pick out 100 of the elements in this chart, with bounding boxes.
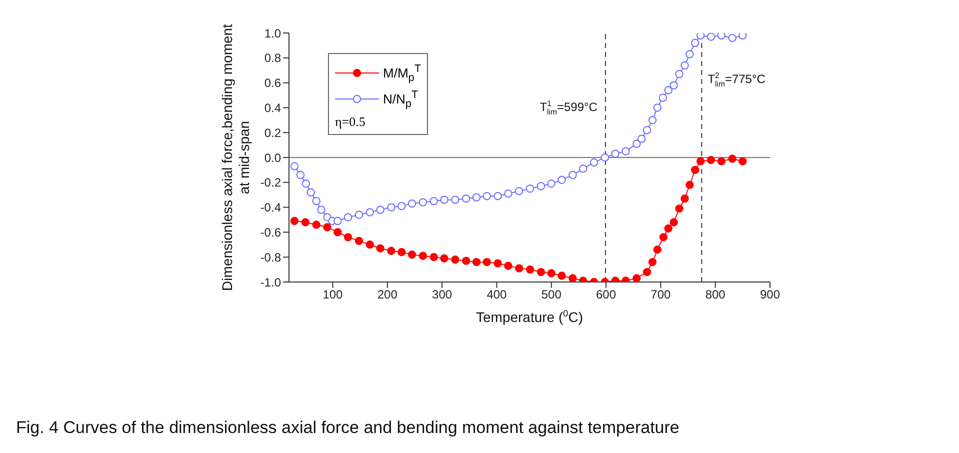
- point: [653, 104, 662, 112]
- caption: Fig. 4 Curves of the dimensionless axial force and bending moment against temperature: [16, 418, 680, 438]
- point: [515, 187, 524, 196]
- point: [296, 170, 305, 180]
- x-tick-label: 900: [760, 288, 780, 302]
- point: [696, 157, 705, 166]
- point: [462, 256, 470, 265]
- y-tick-label: 0.4: [264, 100, 282, 115]
- point: [344, 233, 352, 242]
- point: [680, 61, 689, 70]
- point: [738, 157, 747, 166]
- point: [728, 34, 736, 42]
- point: [494, 259, 502, 268]
- point: [515, 264, 524, 272]
- point: [472, 258, 481, 266]
- y-tick-label: 0.0: [264, 150, 282, 165]
- point: [430, 196, 438, 206]
- point: [558, 272, 566, 280]
- point: [306, 188, 315, 196]
- point: [547, 180, 556, 188]
- point: [451, 255, 460, 264]
- point: [600, 153, 610, 162]
- point: [440, 196, 448, 204]
- point: [680, 194, 689, 203]
- point: [312, 220, 320, 229]
- point: [290, 162, 299, 170]
- point: [504, 262, 512, 270]
- point: [302, 180, 310, 188]
- point: [408, 250, 416, 259]
- point: [648, 258, 657, 266]
- x-tick-label: 200: [377, 288, 398, 302]
- point: [659, 233, 668, 242]
- point: [472, 193, 481, 202]
- x-axis-title: Temperature ($^{0}$C): [476, 308, 583, 325]
- point: [482, 258, 491, 266]
- point: [691, 38, 700, 48]
- point: [706, 156, 716, 164]
- point: [344, 213, 352, 222]
- point: [611, 150, 620, 158]
- point: [323, 223, 332, 232]
- point: [536, 268, 546, 276]
- y-tick-label: 0.6: [264, 76, 282, 90]
- point: [451, 196, 460, 204]
- x-tick-label: 400: [486, 288, 508, 302]
- point: [568, 170, 577, 180]
- point: [387, 203, 396, 212]
- point: [312, 196, 320, 206]
- point: [664, 224, 672, 233]
- y-tick-label: 0.2: [264, 126, 282, 140]
- point: [430, 253, 438, 262]
- point: [637, 134, 646, 143]
- point: [301, 218, 310, 226]
- point: [568, 274, 577, 282]
- point: [738, 33, 747, 40]
- x-tick-label: 500: [541, 288, 562, 302]
- point: [642, 126, 652, 134]
- point: [664, 86, 672, 94]
- point: [578, 164, 588, 173]
- point: [366, 240, 374, 249]
- point: [462, 194, 470, 203]
- ref-line-label: T$^{1}$$_{lim}$=599°C: [540, 99, 598, 117]
- point: [494, 192, 502, 200]
- point: [354, 236, 364, 246]
- point: [658, 94, 667, 102]
- x-tick-label: 300: [432, 288, 452, 302]
- point: [717, 157, 726, 166]
- point: [398, 202, 406, 210]
- point: [622, 147, 630, 156]
- point: [590, 158, 598, 167]
- point: [526, 265, 534, 274]
- point: [632, 140, 641, 148]
- point: [675, 70, 684, 78]
- point: [648, 116, 657, 124]
- point: [366, 208, 374, 216]
- point: [686, 180, 694, 189]
- point: [717, 33, 726, 40]
- point: [376, 206, 384, 214]
- point: [558, 176, 566, 184]
- ref-line-label: T$^{2}$$_{lim}$=775°C: [708, 71, 766, 89]
- point: [408, 199, 416, 208]
- point: [354, 210, 364, 219]
- point: [696, 33, 705, 40]
- point: [642, 268, 652, 276]
- y-axis-title: Dimensionless axial force,bending moment at mid-span: [219, 24, 252, 291]
- x-tick-label: 700: [650, 288, 672, 302]
- point: [632, 274, 641, 282]
- x-tick-label: 600: [596, 288, 616, 302]
- point: [482, 192, 491, 200]
- point: [728, 154, 736, 163]
- point: [440, 254, 448, 262]
- point: [547, 269, 556, 278]
- point: [504, 190, 512, 198]
- point: [290, 216, 299, 226]
- point: [536, 182, 546, 190]
- point: [334, 228, 342, 236]
- y-tick-label: -0.4: [260, 200, 282, 215]
- x-tick-label: 100: [322, 288, 344, 302]
- point: [670, 81, 678, 90]
- point: [686, 50, 694, 58]
- point: [387, 246, 396, 255]
